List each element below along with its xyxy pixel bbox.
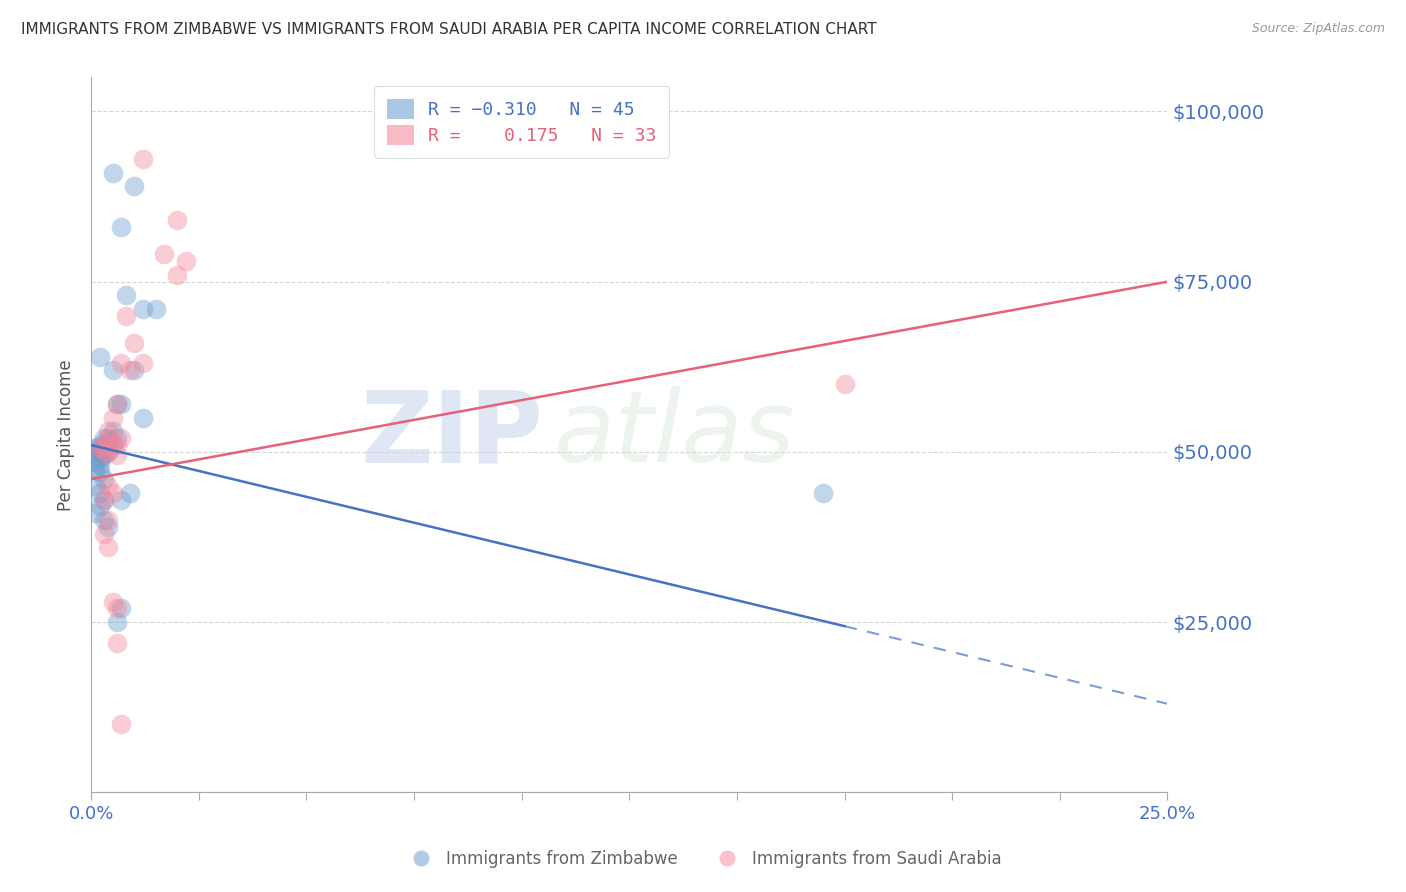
Text: ZIP: ZIP (360, 386, 543, 483)
Y-axis label: Per Capita Income: Per Capita Income (58, 359, 75, 511)
Point (89, 350, 111, 364)
Point (93, 431, 115, 445)
Point (97, 479, 120, 493)
Point (122, 179, 145, 194)
Point (174, 254, 197, 268)
Point (105, 397, 128, 411)
Point (101, 595, 124, 609)
Point (110, 717, 132, 731)
Point (89, 438, 111, 452)
Point (114, 288, 136, 302)
Point (97, 425, 120, 439)
Point (84, 442, 107, 456)
Point (105, 615, 128, 629)
Point (118, 485, 141, 500)
Point (93, 492, 115, 507)
Point (110, 601, 132, 615)
Point (118, 363, 141, 377)
Point (132, 301, 155, 316)
Point (105, 601, 128, 615)
Point (101, 425, 124, 439)
Point (93, 472, 115, 486)
Point (89, 442, 111, 456)
Point (132, 410, 155, 425)
Point (110, 492, 132, 507)
Text: atlas: atlas (554, 386, 796, 483)
Point (105, 448, 128, 462)
Point (145, 301, 167, 316)
Point (105, 431, 128, 445)
Point (166, 268, 188, 282)
Point (122, 335, 145, 350)
Legend: Immigrants from Zimbabwe, Immigrants from Saudi Arabia: Immigrants from Zimbabwe, Immigrants fro… (398, 844, 1008, 875)
Point (132, 356, 155, 370)
Point (101, 485, 124, 500)
Point (93, 448, 115, 462)
Point (97, 520, 120, 534)
Point (110, 220, 132, 235)
Point (89, 500, 111, 514)
Point (114, 309, 136, 323)
Point (105, 438, 128, 452)
Point (101, 363, 124, 377)
Point (122, 363, 145, 377)
Point (93, 438, 115, 452)
Point (110, 397, 132, 411)
Point (132, 152, 155, 166)
Point (166, 213, 188, 227)
Point (101, 166, 124, 180)
Point (97, 445, 120, 459)
Point (110, 431, 132, 445)
Point (97, 438, 120, 452)
Point (93, 492, 115, 507)
Point (97, 513, 120, 527)
Point (97, 431, 120, 445)
Point (93, 438, 115, 452)
Point (153, 247, 176, 261)
Point (84, 462, 107, 476)
Point (93, 513, 115, 527)
Point (89, 465, 111, 479)
Point (811, 485, 834, 500)
Point (84, 479, 107, 493)
Point (97, 445, 120, 459)
Point (97, 540, 120, 554)
Point (93, 445, 115, 459)
Point (89, 485, 111, 500)
Point (110, 356, 132, 370)
Point (84, 455, 107, 469)
Point (97, 431, 120, 445)
Point (89, 442, 111, 456)
Point (84, 506, 107, 520)
Legend: R = −0.310   N = 45, R =    0.175   N = 33: R = −0.310 N = 45, R = 0.175 N = 33 (374, 87, 669, 158)
Point (89, 458, 111, 473)
Point (89, 445, 111, 459)
Point (84, 445, 107, 459)
Text: Source: ZipAtlas.com: Source: ZipAtlas.com (1251, 22, 1385, 36)
Point (105, 635, 128, 649)
Point (105, 397, 128, 411)
Point (93, 526, 115, 541)
Point (101, 438, 124, 452)
Point (834, 376, 856, 391)
Point (101, 410, 124, 425)
Point (93, 445, 115, 459)
Point (89, 451, 111, 466)
Point (101, 438, 124, 452)
Text: IMMIGRANTS FROM ZIMBABWE VS IMMIGRANTS FROM SAUDI ARABIA PER CAPITA INCOME CORRE: IMMIGRANTS FROM ZIMBABWE VS IMMIGRANTS F… (21, 22, 877, 37)
